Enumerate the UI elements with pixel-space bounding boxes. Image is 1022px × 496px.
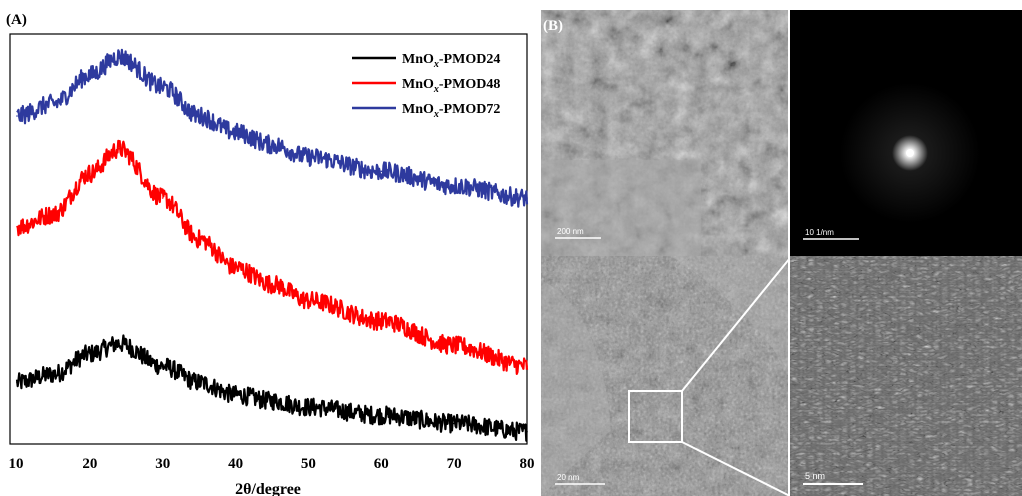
tem-image-low-mag: 200 nm [541, 10, 788, 256]
data-point [52, 213, 55, 216]
data-point [234, 394, 237, 396]
scale-label-200nm: 200 nm [557, 227, 584, 236]
data-point [234, 131, 237, 134]
data-point [118, 55, 120, 58]
data-point [307, 156, 310, 158]
x-tick-label: 70 [447, 456, 462, 472]
data-point [161, 86, 164, 89]
data-point [307, 299, 310, 302]
data-point [526, 430, 528, 433]
data-point [380, 320, 383, 322]
x-axis-label: 2θ/degree [235, 481, 301, 496]
data-point [198, 381, 200, 384]
data-point [234, 266, 237, 269]
x-tick-label: 10 [9, 456, 24, 472]
zoom-region-box [628, 390, 683, 443]
data-point [161, 365, 164, 367]
data-point [526, 365, 528, 367]
zoom-connector-bottom [681, 441, 791, 496]
data-point [52, 373, 55, 376]
legend: MnOx-PMOD24 MnOx-PMOD48 MnOx-PMOD72 [352, 52, 500, 120]
scale-label-5nm: 5 nm [805, 471, 825, 481]
series-group [15, 48, 529, 442]
series-line-3 [16, 48, 529, 208]
data-point [118, 148, 120, 150]
legend-label: MnOx-PMOD72 [402, 102, 500, 120]
x-tick-label: 30 [155, 456, 170, 472]
legend-label: MnOx-PMOD24 [402, 52, 500, 70]
data-point [307, 406, 310, 408]
panel-b-label: (B) [543, 18, 563, 34]
x-tick-label: 50 [301, 456, 316, 472]
tem-image-medium-mag: 20 nm [541, 256, 791, 496]
saed-pattern-image: 10 1/nm [790, 10, 1022, 256]
data-point [118, 342, 120, 345]
scale-label-20nm: 20 nm [557, 473, 580, 482]
x-tick-labels: 10 20 30 40 50 60 70 80 [9, 456, 535, 472]
x-tick-label: 60 [374, 456, 389, 472]
plot-frame [9, 33, 528, 445]
data-point [16, 225, 18, 228]
data-point [453, 344, 455, 347]
x-tick-label: 80 [520, 456, 535, 472]
data-point [380, 170, 383, 173]
data-point [453, 184, 455, 187]
data-point [198, 238, 200, 240]
data-point [526, 197, 528, 199]
panel-a-label: (A) [6, 12, 27, 28]
hrtem-image-high-mag: 5 nm [790, 256, 1022, 496]
data-point [89, 172, 91, 175]
x-tick-label: 40 [228, 456, 243, 472]
data-point [161, 197, 164, 199]
data-point [89, 353, 91, 355]
data-point [271, 400, 273, 402]
data-point [16, 381, 18, 384]
data-point [16, 115, 18, 117]
zoom-connector-top [681, 257, 791, 392]
series-line-2 [16, 139, 529, 375]
data-point [271, 283, 273, 285]
data-point [198, 115, 200, 117]
data-point [89, 74, 91, 76]
data-point [52, 102, 55, 105]
legend-label: MnOx-PMOD48 [402, 77, 500, 95]
series-line-1 [15, 334, 528, 442]
micrograph-panel: 200 nm 10 1/nm 20 nm 5 nm (B) [541, 10, 1022, 496]
data-point [271, 143, 273, 146]
x-tick-label: 20 [82, 456, 97, 472]
data-point [380, 414, 383, 417]
scale-label-10-per-nm: 10 1/nm [805, 228, 834, 237]
data-point [453, 422, 455, 425]
